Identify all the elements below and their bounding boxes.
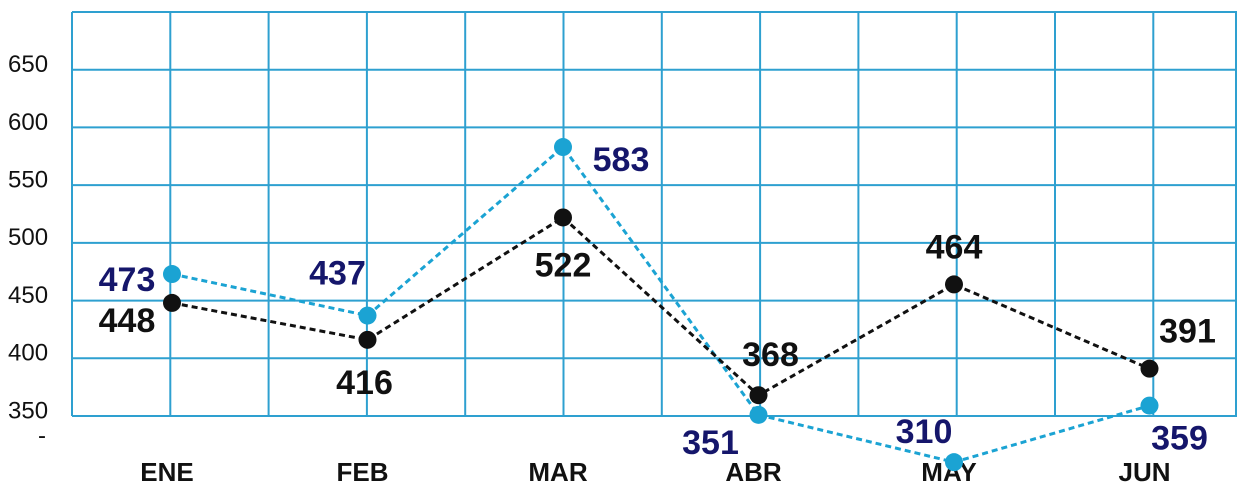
- point: [554, 208, 572, 226]
- data-label: 368: [742, 336, 799, 374]
- point: [750, 386, 768, 404]
- point: [750, 406, 768, 424]
- point: [945, 275, 963, 293]
- data-label: 359: [1151, 420, 1208, 458]
- y-tick-label: 400: [8, 340, 48, 367]
- y-tick-label: 550: [8, 166, 48, 193]
- grid: [72, 12, 1237, 416]
- y-tick-label: 600: [8, 109, 48, 136]
- data-label: 391: [1159, 313, 1216, 351]
- point: [163, 265, 181, 283]
- point: [945, 453, 963, 471]
- point: [1141, 397, 1159, 415]
- x-tick-label: MAR: [528, 457, 587, 487]
- point: [1141, 360, 1159, 378]
- chart: - 350400450500550600650ENEFEBMARABRMAYJU…: [0, 0, 1237, 495]
- data-label: 448: [99, 302, 156, 340]
- data-label: 351: [682, 424, 739, 462]
- data-label: 437: [309, 255, 366, 293]
- y-axis-marker: -: [38, 422, 46, 449]
- point: [554, 138, 572, 156]
- point: [359, 307, 377, 325]
- y-tick-label: 500: [8, 224, 48, 251]
- point: [359, 331, 377, 349]
- y-tick-label: 450: [8, 282, 48, 309]
- x-tick-label: ENE: [140, 457, 193, 487]
- x-tick-label: FEB: [337, 457, 389, 487]
- data-label: 416: [336, 364, 393, 402]
- data-label: 522: [535, 246, 592, 284]
- data-label: 473: [99, 261, 156, 299]
- point: [163, 294, 181, 312]
- data-label: 464: [926, 228, 983, 266]
- y-tick-label: 350: [8, 397, 48, 424]
- x-tick-label: JUN: [1118, 457, 1170, 487]
- data-label: 310: [896, 413, 953, 451]
- data-label: 583: [593, 141, 650, 179]
- y-tick-label: 650: [8, 51, 48, 78]
